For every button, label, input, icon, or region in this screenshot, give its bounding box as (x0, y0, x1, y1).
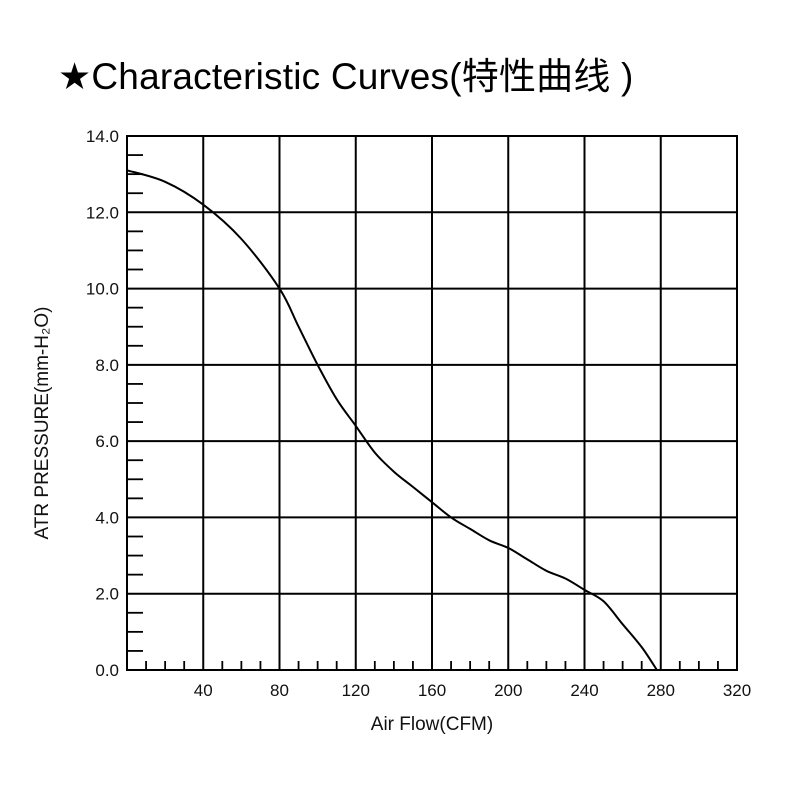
plot-frame (126, 135, 738, 671)
x-tick-label: 200 (494, 681, 522, 700)
y-tick-labels: 0.0 2.0 4.0 6.0 8.0 10.0 12.0 14.0 (86, 127, 119, 680)
x-tick-label: 80 (270, 681, 289, 700)
x-tick-label: 120 (342, 681, 370, 700)
performance-curve (126, 169, 658, 671)
series-layer (126, 169, 658, 671)
x-tick-label: 280 (647, 681, 675, 700)
y-tick-label: 0.0 (95, 661, 119, 680)
x-tick-label: 160 (418, 681, 446, 700)
y-tick-label: 10.0 (86, 280, 119, 299)
y-tick-label: 14.0 (86, 127, 119, 146)
y-tick-label: 12.0 (86, 203, 119, 222)
y-tick-label: 6.0 (95, 432, 119, 451)
x-tick-label: 240 (570, 681, 598, 700)
x-tick-label: 320 (723, 681, 751, 700)
x-tick-label: 40 (194, 681, 213, 700)
grid (127, 136, 737, 670)
y-tick-label: 4.0 (95, 508, 119, 527)
x-tick-labels: 40 80 120 160 200 240 280 320 (194, 681, 751, 700)
chart-title: ★Characteristic Curves(特性曲线 ) (58, 56, 634, 97)
y-tick-label: 2.0 (95, 585, 119, 604)
x-axis-title: Air Flow(CFM) (371, 714, 493, 735)
y-axis-title: ATR PRESSURE(mm-H₂O) (32, 307, 53, 540)
y-tick-label: 8.0 (95, 356, 119, 375)
minor-ticks (127, 154, 719, 670)
